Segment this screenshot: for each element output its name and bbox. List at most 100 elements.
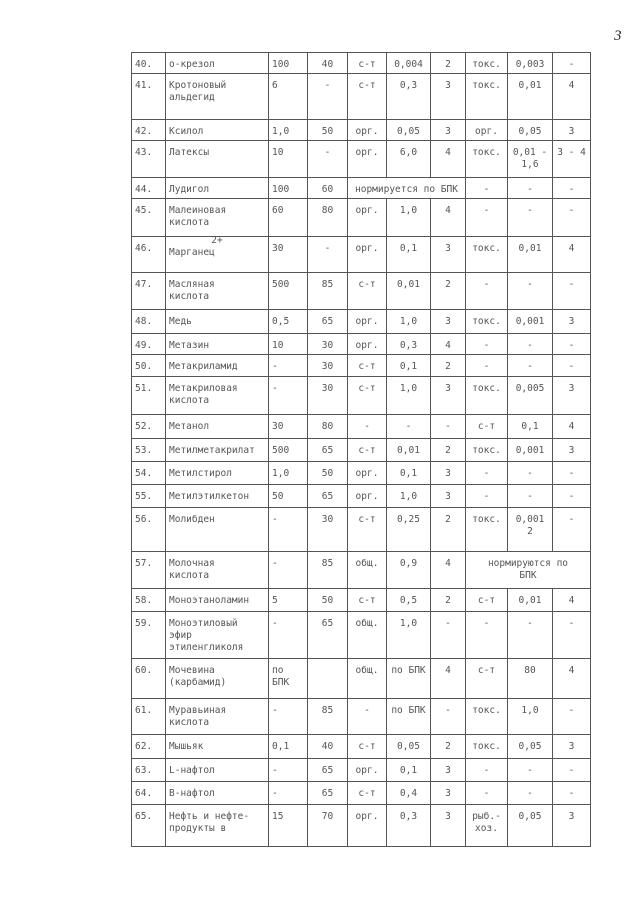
table-cell: - (552, 461, 591, 485)
table-cell: 0,5 (268, 309, 308, 334)
substance-name: Мышьяк (165, 734, 269, 759)
table-row: 60. Мочевина (карбамид) по БПК общ. по БПК 4 с… (131, 658, 591, 699)
table-cell: 10 (268, 333, 308, 355)
table-cell: 1,0 (386, 376, 431, 415)
table-cell: 65 (307, 758, 348, 782)
row-number: 56. (131, 507, 166, 552)
substance-name: Метазин (165, 333, 269, 355)
table-cell: с-т (465, 588, 508, 612)
table-row: 47. Масляная кислота 500 85 с-т 0,01 2- - - (131, 272, 591, 310)
table-cell: 0,001 2 (507, 507, 553, 552)
table-cell: 2 (430, 588, 466, 612)
table-cell: орг. (347, 804, 387, 847)
table-cell: по БПК (268, 658, 308, 699)
table-row: 41. Кротоновый альдегид 6- с-т 0,3 3 токс. 0,01… (131, 73, 591, 120)
table-cell: 100 (268, 52, 308, 74)
table-cell: - (552, 484, 591, 508)
table-cell: 4 (430, 140, 466, 178)
table-cell: - (268, 698, 308, 735)
table-cell: 80 (307, 198, 348, 237)
table-cell: 3 (552, 119, 591, 141)
table-cell: 60 (268, 198, 308, 237)
table-cell: с-т (347, 354, 387, 377)
table-cell: 30 (307, 333, 348, 355)
table-cell: - (552, 333, 591, 355)
row-number: 51. (131, 376, 166, 415)
substance-name: Метакриловая кислота (165, 376, 269, 415)
table-row: 58. Моноэтаноламин 5 50 с-т 0,5 2 с-т 0,01 4 (131, 588, 591, 612)
table-cell: по БПК (386, 698, 431, 735)
table-cell: 50 (307, 119, 348, 141)
table-cell: 1,0 (386, 309, 431, 334)
table-cell: 0,01 (507, 588, 553, 612)
table-cell: 50 (307, 588, 348, 612)
table-cell: - (386, 414, 431, 439)
table-cell: - (268, 611, 308, 659)
table-cell: 4 (552, 414, 591, 439)
table-row: 59. Моноэтиловый эфир этиленгликоля -65 общ… (131, 611, 591, 659)
table-cell: с-т (347, 734, 387, 759)
table-cell: 10 (268, 140, 308, 178)
row-number: 58. (131, 588, 166, 612)
table-cell: орг. (347, 758, 387, 782)
table-cell: 4 (430, 551, 466, 589)
row-number: 40. (131, 52, 166, 74)
table-row: 44. Лудигол 100 60 нормируется по БПК - - - (131, 177, 591, 199)
table-cell: 1,0 (386, 611, 431, 659)
table-cell: - (307, 140, 348, 178)
table-cell: токс. (465, 140, 508, 178)
table-cell: с-т (347, 588, 387, 612)
table-cell: 2 (430, 272, 466, 310)
table-cell: общ. (347, 611, 387, 659)
table-cell: 50 (307, 461, 348, 485)
table-row: 63. L-нафтол -65 орг. 0,1 3- - - (131, 758, 591, 782)
table-cell: рыб.- хоз. (465, 804, 508, 847)
table-cell: - (507, 484, 553, 508)
table-cell: - (268, 354, 308, 377)
table-cell: 100 (268, 177, 308, 199)
table-cell: 30 (307, 507, 348, 552)
table-cell: токс. (465, 376, 508, 415)
row-number: 44. (131, 177, 166, 199)
table-cell: токс. (465, 52, 508, 74)
table-cell: 60 (307, 177, 348, 199)
table-cell: - (268, 376, 308, 415)
substance-name: Метакриламид (165, 354, 269, 377)
table-row: 51. Метакриловая кислота -30 с-т 1,0 3 токс. 0,… (131, 376, 591, 415)
table-cell: 0,01 - 1,6 (507, 140, 553, 178)
table-cell: 0,01 (386, 438, 431, 462)
table-cell: 65 (307, 438, 348, 462)
table-cell: 3 (430, 119, 466, 141)
table-cell: токс. (465, 698, 508, 735)
table-cell: токс. (465, 73, 508, 120)
table-cell: 1,0 (268, 461, 308, 485)
table-cell: - (465, 484, 508, 508)
table-cell: - (430, 611, 466, 659)
table-cell: с-т (347, 73, 387, 120)
table-cell: 4 (430, 198, 466, 237)
table-cell: 1,0 (386, 198, 431, 237)
table-cell: 4 (552, 236, 591, 273)
table-cell: 3 (552, 309, 591, 334)
table-cell: - (552, 198, 591, 237)
table-cell: - (552, 781, 591, 805)
substance-name: Латексы (165, 140, 269, 178)
table-cell: - (268, 758, 308, 782)
table-cell: - (465, 611, 508, 659)
table-cell: - (507, 758, 553, 782)
row-number: 63. (131, 758, 166, 782)
table-cell: орг. (347, 198, 387, 237)
table-cell: 3 (430, 376, 466, 415)
ion-charge-superscript: 2+ (211, 236, 223, 247)
table-row: 53. Метилметакрилат 500 65 с-т 0,01 2 токс. 0,00… (131, 438, 591, 462)
substance-name: Моноэтаноламин (165, 588, 269, 612)
substance-name: 2+ Марганец (165, 236, 269, 273)
table-cell: 30 (268, 414, 308, 439)
table-cell: общ. (347, 658, 387, 699)
table-cell: 40 (307, 734, 348, 759)
table-cell: - (465, 758, 508, 782)
table-cell: 3 (430, 804, 466, 847)
substance-name: Нефть и нефте- продукты в (165, 804, 269, 847)
substance-name: Малеиновая кислота (165, 198, 269, 237)
